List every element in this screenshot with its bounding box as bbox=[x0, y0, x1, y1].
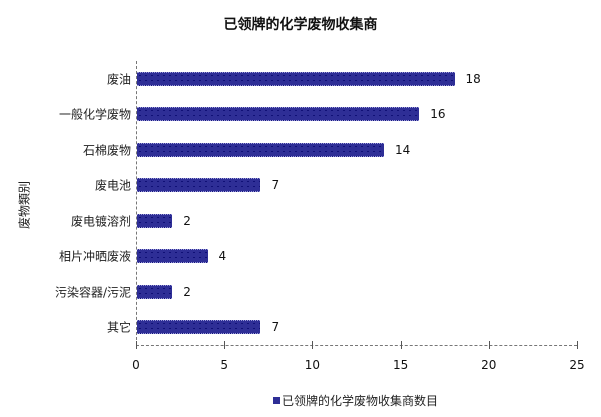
category-label: 废电镀溶剂 bbox=[70, 214, 131, 229]
x-tick-label: 15 bbox=[392, 358, 409, 372]
category-label: 污染容器/污泥 bbox=[54, 285, 131, 300]
bar bbox=[137, 320, 261, 335]
bar bbox=[137, 249, 208, 264]
data-label: 7 bbox=[271, 178, 280, 193]
category-label: 石棉废物 bbox=[82, 143, 131, 158]
x-tick-label: 20 bbox=[481, 358, 497, 372]
bar bbox=[137, 142, 384, 157]
category-label: 其它 bbox=[106, 320, 131, 335]
x-tick bbox=[488, 341, 490, 349]
data-label: 2 bbox=[183, 284, 191, 299]
x-tick-label: 10 bbox=[304, 358, 321, 372]
legend-swatch-icon bbox=[273, 397, 280, 404]
x-tick bbox=[312, 341, 314, 349]
bar bbox=[137, 284, 173, 299]
x-tick-label: 5 bbox=[220, 358, 229, 372]
x-tick-label: 0 bbox=[132, 358, 140, 372]
data-label: 18 bbox=[465, 71, 481, 86]
y-axis-line bbox=[136, 61, 137, 345]
x-tick bbox=[400, 341, 402, 349]
data-label: 16 bbox=[430, 107, 446, 122]
x-tick bbox=[136, 341, 137, 349]
data-label: 14 bbox=[394, 142, 411, 157]
bar bbox=[137, 178, 261, 193]
x-tick-label: 25 bbox=[569, 358, 585, 372]
x-tick bbox=[224, 341, 226, 349]
legend: 已领牌的化学废物收集商数目 bbox=[273, 392, 438, 409]
category-label: 一般化学废物 bbox=[58, 107, 131, 122]
x-tick bbox=[577, 341, 578, 349]
category-label: 废电池 bbox=[94, 178, 131, 193]
bar bbox=[137, 213, 173, 228]
data-label: 7 bbox=[271, 320, 280, 335]
data-label: 2 bbox=[183, 213, 191, 228]
category-label: 相片冲晒废液 bbox=[58, 249, 131, 264]
category-label: 废油 bbox=[106, 72, 131, 87]
x-axis-line bbox=[136, 345, 577, 346]
legend-label: 已领牌的化学废物收集商数目 bbox=[282, 394, 439, 408]
bar bbox=[137, 71, 455, 86]
chart-title: 已领牌的化学废物收集商 bbox=[223, 17, 378, 33]
y-axis-label: 废物類别 bbox=[17, 180, 32, 230]
data-label: 4 bbox=[218, 249, 227, 264]
bar bbox=[137, 107, 420, 122]
